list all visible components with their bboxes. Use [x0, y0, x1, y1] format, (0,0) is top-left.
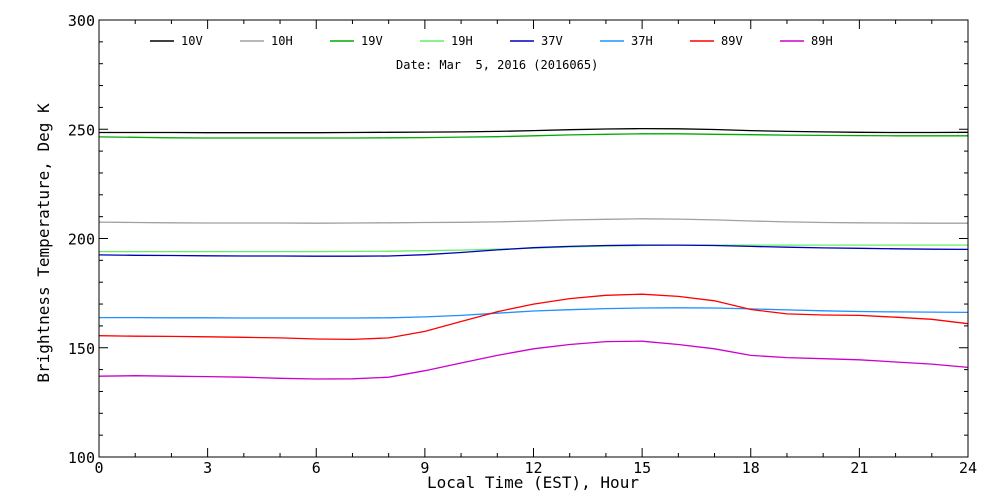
- legend-label-19h: 19H: [451, 34, 473, 48]
- y-tick-label: 300: [68, 12, 95, 30]
- series-line-19v: [98, 133, 968, 139]
- tick-layer: 0 3 6 9 12 15 18 21 24 100 150 200 250 300: [68, 12, 977, 477]
- y-tick-label: 100: [68, 449, 95, 467]
- series-layer: [98, 127, 969, 380]
- x-tick-label: 21: [850, 459, 868, 477]
- series-line-37v: [98, 244, 969, 257]
- legend-label-37v: 37V: [541, 34, 563, 48]
- x-tick-label: 12: [524, 459, 542, 477]
- legend-label-89v: 89V: [721, 34, 743, 48]
- x-axis-title: Local Time (EST), Hour: [427, 473, 639, 492]
- x-tick-label: 15: [633, 459, 651, 477]
- legend-label-10h: 10H: [271, 34, 293, 48]
- series-line-10h: [98, 218, 968, 224]
- legend-label-37h: 37H: [631, 34, 653, 48]
- x-tick-label: 9: [420, 459, 429, 477]
- date-annotation: Date: Mar 5, 2016 (2016065): [396, 58, 598, 72]
- legend-label-10v: 10V: [181, 34, 203, 48]
- series-line-37h: [99, 307, 969, 319]
- series-line-10v: [99, 127, 969, 134]
- x-tick-label: 0: [94, 459, 103, 477]
- x-tick-label: 6: [312, 459, 321, 477]
- x-tick-label: 24: [959, 459, 977, 477]
- legend-label-19v: 19V: [361, 34, 383, 48]
- y-axis-title: Brightness Temperature, Deg K: [34, 103, 53, 383]
- y-tick-label: 150: [68, 340, 95, 358]
- legend: 10V 10H 19V 19H 37V 37H 89V 89H: [150, 34, 833, 48]
- series-line-89v: [98, 293, 969, 341]
- x-tick-label: 3: [203, 459, 212, 477]
- y-tick-label: 250: [68, 121, 95, 139]
- series-line-89h: [98, 340, 969, 380]
- x-tick-label: 18: [742, 459, 760, 477]
- legend-label-89h: 89H: [811, 34, 833, 48]
- y-tick-label: 200: [68, 231, 95, 249]
